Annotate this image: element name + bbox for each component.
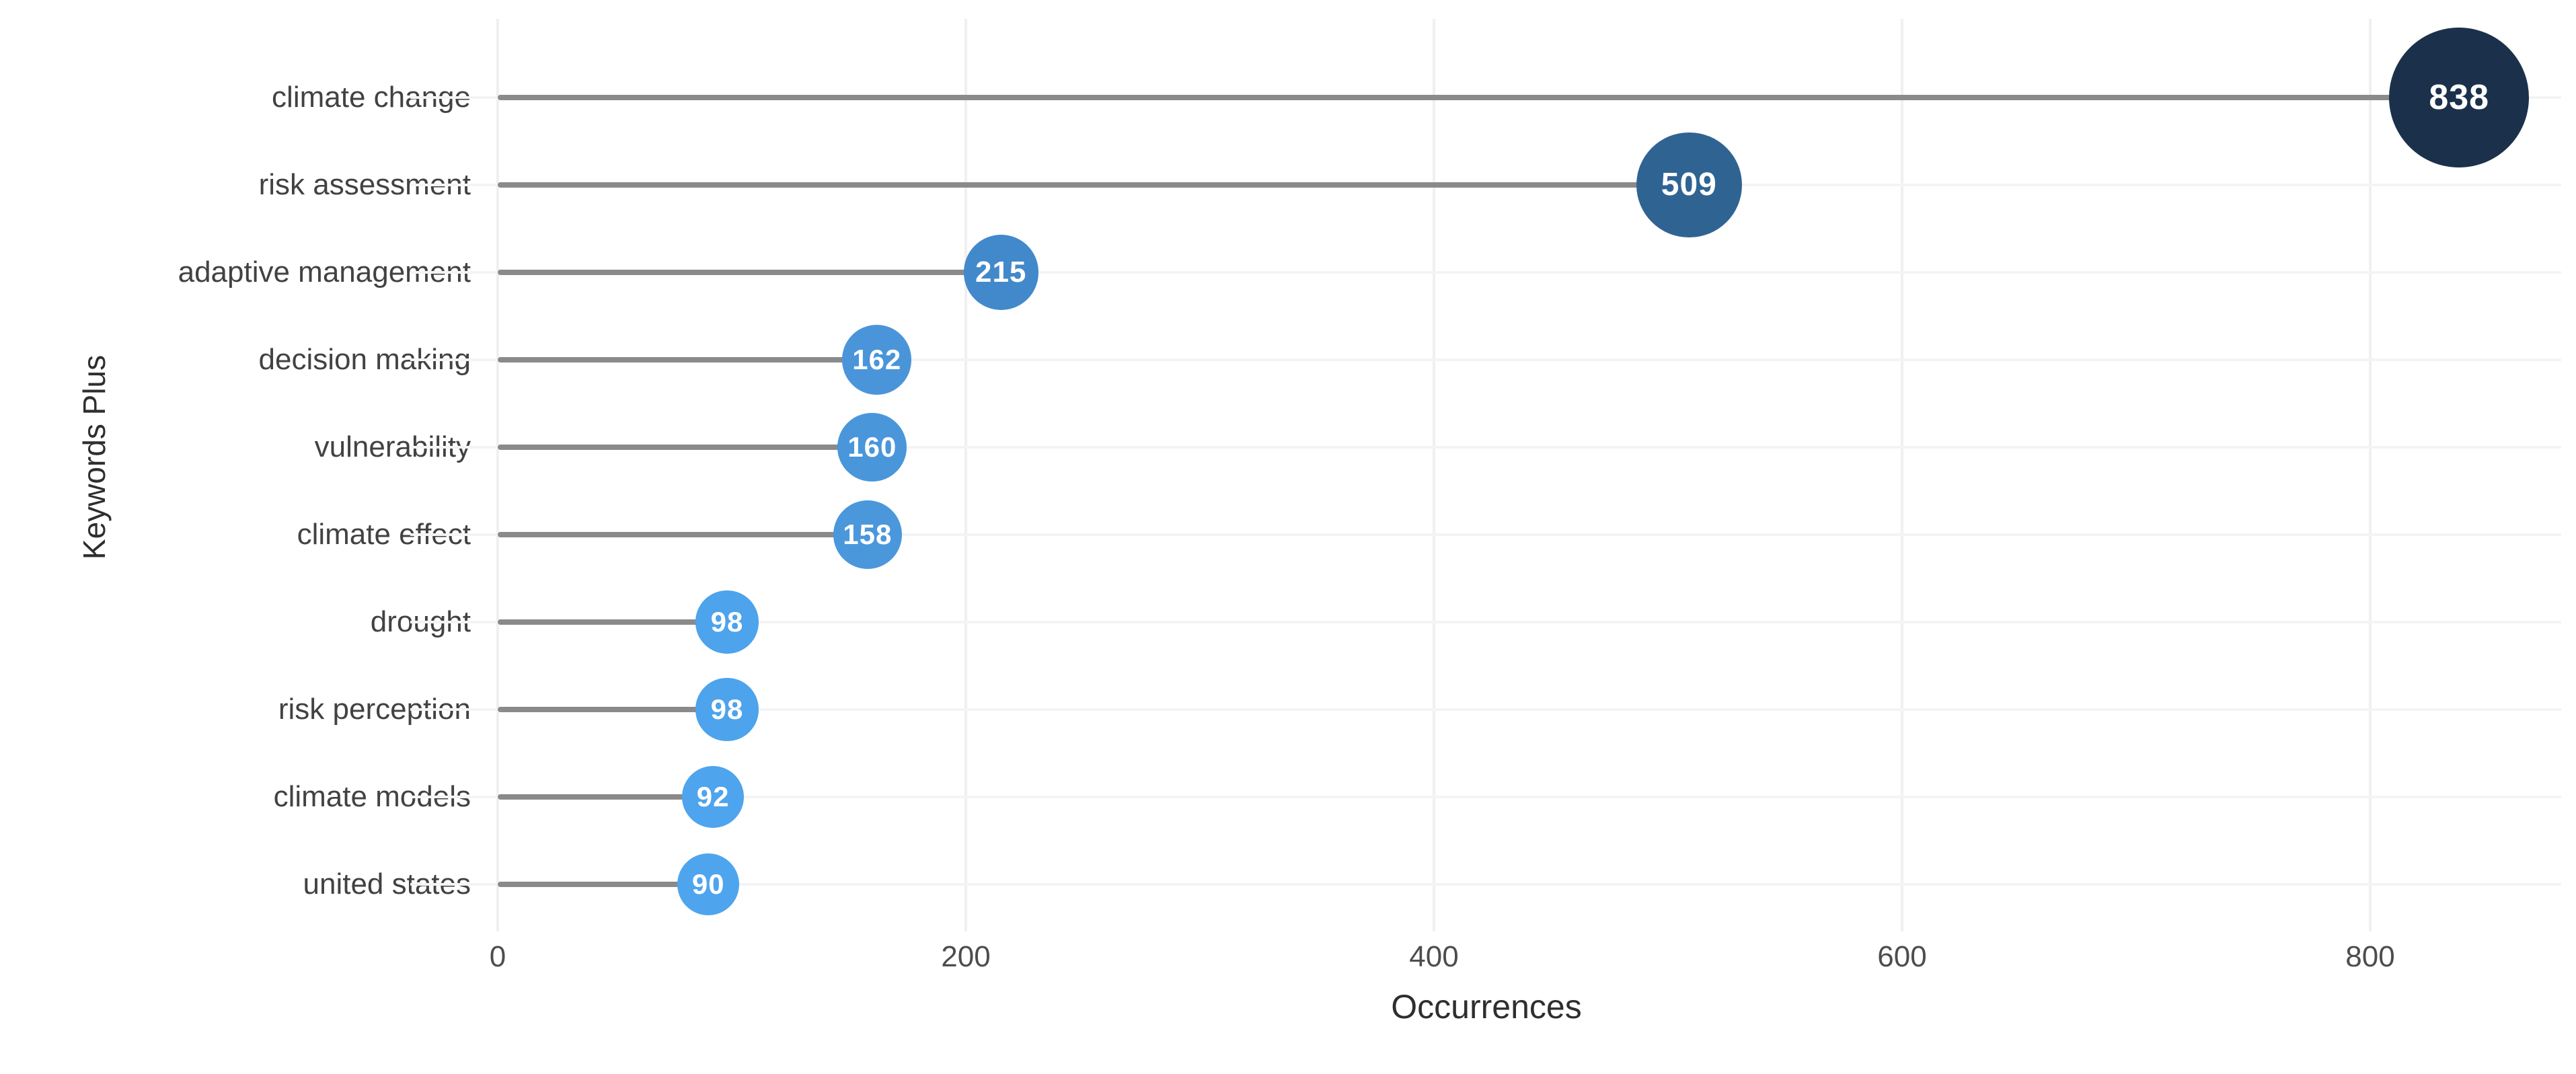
data-bubble-value: 160 (847, 430, 897, 463)
data-bubble: 509 (1636, 132, 1742, 238)
data-bubble: 92 (682, 765, 745, 829)
data-bubble-value: 162 (852, 343, 902, 375)
data-bubble: 98 (695, 590, 759, 654)
lollipop-stem (498, 532, 868, 537)
y-axis-title: Keywords Plus (77, 354, 112, 560)
lollipop-stem (498, 882, 709, 887)
x-gridline (2369, 19, 2372, 931)
x-gridline (496, 19, 499, 931)
data-bubble-value: 215 (975, 255, 1027, 289)
lollipop-stem (498, 95, 2460, 100)
x-tick-label: 600 (1877, 940, 1927, 973)
x-axis-title: Occurrences (1391, 988, 1582, 1026)
data-bubble-value: 98 (710, 605, 744, 638)
data-bubble: 158 (833, 500, 903, 570)
data-bubble-value: 98 (710, 693, 744, 725)
y-gridline (410, 708, 2561, 711)
data-bubble-value: 90 (691, 868, 725, 900)
y-gridline (410, 796, 2561, 798)
y-gridline (410, 883, 2561, 886)
data-bubble-value: 92 (696, 780, 730, 812)
data-bubble-value: 838 (2429, 77, 2490, 117)
x-gridline (1433, 19, 1435, 931)
data-bubble-value: 158 (843, 518, 893, 550)
y-gridline (410, 533, 2561, 536)
data-bubble: 215 (963, 235, 1038, 310)
x-gridline (1901, 19, 1903, 931)
data-bubble: 162 (842, 325, 912, 395)
y-gridline (410, 446, 2561, 449)
lollipop-stem (498, 794, 714, 800)
data-bubble: 98 (695, 678, 759, 741)
x-tick-label: 200 (941, 940, 991, 973)
data-bubble-value: 509 (1661, 167, 1717, 203)
lollipop-stem (498, 270, 1001, 275)
x-tick-label: 0 (489, 940, 506, 973)
y-gridline (410, 621, 2561, 623)
lollipop-stem (498, 357, 877, 362)
lollipop-stem (498, 707, 728, 712)
x-gridline (964, 19, 967, 931)
lollipop-stem (498, 619, 728, 625)
x-tick-label: 400 (1409, 940, 1459, 973)
y-gridline (410, 358, 2561, 361)
data-bubble: 160 (837, 412, 907, 482)
lollipop-stem (498, 445, 872, 450)
lollipop-stem (498, 182, 1690, 188)
x-tick-label: 800 (2345, 940, 2395, 973)
data-bubble: 838 (2389, 27, 2530, 168)
y-gridline (410, 271, 2561, 274)
data-bubble: 90 (677, 853, 740, 915)
